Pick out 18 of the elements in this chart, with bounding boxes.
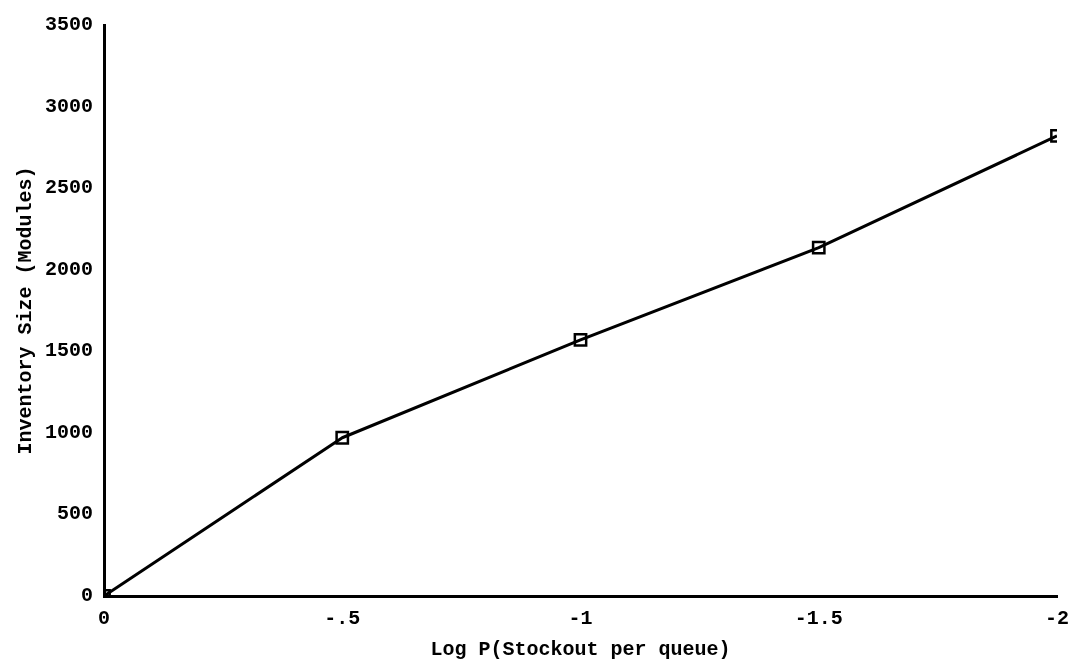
point — [573, 332, 588, 347]
point — [335, 430, 350, 445]
x-tick-label: -2 — [1044, 607, 1070, 631]
y-tick-label: 1500 — [44, 339, 94, 363]
y-tick-label: 3000 — [44, 94, 94, 118]
x-tick-label: -1 — [568, 607, 593, 631]
x-tick-label: -1.5 — [794, 607, 843, 631]
y-tick-label: 500 — [56, 502, 94, 526]
y-tick-label: 0 — [80, 584, 94, 608]
y-tick-label: 3500 — [44, 13, 94, 37]
x-axis-title: Log P(Stockout per queue) — [430, 638, 731, 662]
x-tick-label: -.5 — [324, 607, 361, 631]
y-tick-label: 2000 — [44, 257, 94, 281]
y-tick-label: 1000 — [44, 420, 94, 444]
point — [811, 240, 826, 255]
y-axis-title: Inventory Size (Modules) — [14, 166, 38, 455]
x-tick-label: 0 — [98, 607, 111, 631]
y-tick-label: 2500 — [44, 176, 94, 200]
